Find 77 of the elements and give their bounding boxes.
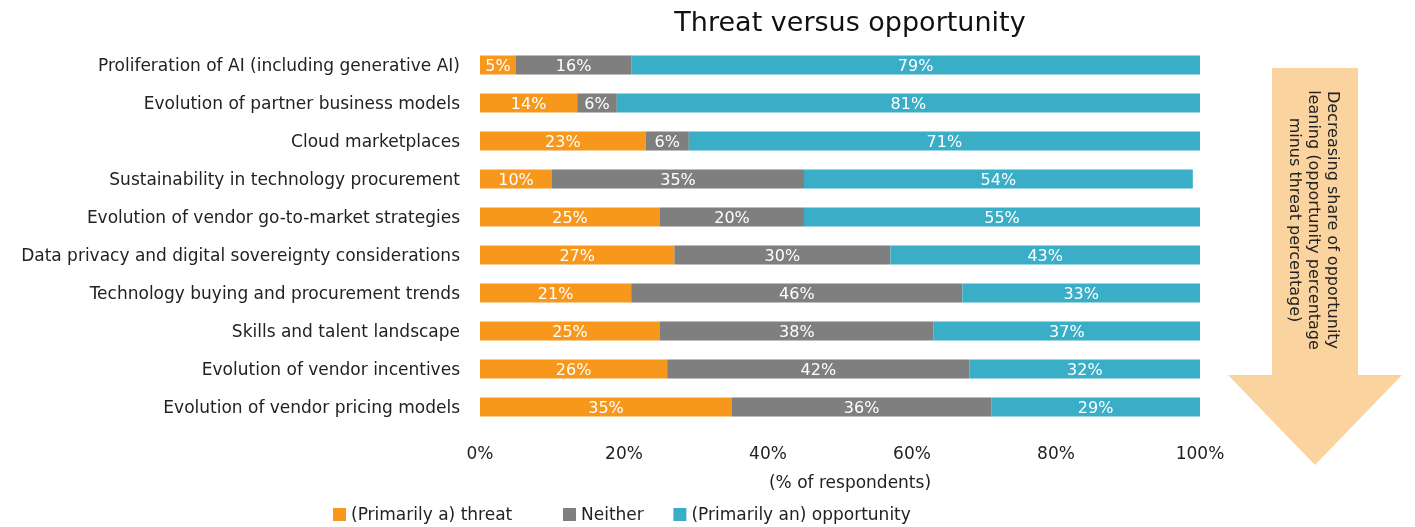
data-label: 71% [926, 131, 963, 151]
bar [890, 245, 1200, 265]
bar [616, 93, 1200, 113]
data-label: 33% [1063, 283, 1099, 303]
data-label: 81% [890, 93, 927, 113]
bar [480, 359, 668, 379]
bar [480, 283, 632, 303]
data-label: 10% [498, 169, 534, 189]
bar [962, 283, 1200, 303]
data-label: 14% [510, 93, 547, 113]
bar [804, 207, 1200, 227]
data-label: 27% [559, 245, 595, 265]
y-tick-label: Cloud marketplaces [291, 130, 461, 151]
data-label: 35% [660, 169, 696, 189]
bar [804, 169, 1193, 189]
data-label: 6% [584, 93, 610, 113]
bar [969, 359, 1200, 379]
bar [480, 245, 675, 265]
data-label: 46% [779, 283, 815, 303]
data-label: 36% [843, 397, 880, 417]
data-label: 43% [1027, 245, 1063, 265]
bar [991, 397, 1200, 417]
x-tick-label: 60% [893, 442, 931, 463]
data-label: 16% [555, 55, 592, 75]
legend-label: Neither [581, 503, 644, 524]
bar [480, 321, 660, 341]
data-label: 23% [545, 131, 581, 151]
bar [552, 169, 804, 189]
bar [480, 207, 660, 227]
data-label: 42% [800, 359, 837, 379]
y-tick-label: Skills and talent landscape [231, 320, 460, 341]
x-tick-label: 100% [1175, 442, 1225, 463]
data-label: 30% [764, 245, 801, 265]
data-label: 79% [897, 55, 934, 75]
x-tick-label: 40% [749, 442, 787, 463]
chart-title: Threat versus opportunity [673, 6, 1026, 38]
bar [674, 245, 891, 265]
data-label: 21% [537, 283, 574, 303]
data-label: 29% [1077, 397, 1114, 417]
x-tick-label: 80% [1037, 442, 1075, 463]
y-tick-label: Evolution of vendor pricing models [163, 396, 461, 417]
data-label: 37% [1049, 321, 1085, 341]
bar [732, 397, 992, 417]
data-label: 26% [555, 359, 592, 379]
data-label: 38% [779, 321, 815, 341]
data-label: 6% [654, 131, 680, 151]
data-label: 25% [552, 207, 588, 227]
data-label: 32% [1067, 359, 1103, 379]
bar [480, 397, 732, 417]
data-label: 5% [485, 55, 511, 75]
data-label: 55% [984, 207, 1020, 227]
x-tick-label: 20% [605, 442, 643, 463]
data-label: 20% [714, 207, 750, 227]
y-tick-label: Proliferation of AI (including generative AI) [97, 54, 460, 75]
x-tick-label: 0% [466, 442, 494, 463]
data-label: 25% [552, 321, 588, 341]
legend-label: (Primarily a) threat [351, 503, 513, 524]
y-tick-label: Data privacy and digital sovereignty considerations [21, 244, 461, 265]
data-label: 54% [980, 169, 1017, 189]
bar [667, 359, 970, 379]
bar [516, 55, 632, 75]
bar [631, 283, 963, 303]
y-tick-label: Sustainability in technology procurement [109, 168, 461, 189]
bar [660, 207, 804, 227]
bar [933, 321, 1200, 341]
y-tick-label: Evolution of partner business models [143, 92, 461, 113]
y-tick-label: Technology buying and procurement trends [88, 282, 461, 303]
text: Decreasing share of opportunity leaning (opportunity percentage minus threat percentage) [1286, 90, 1343, 350]
bar [480, 131, 646, 151]
legend-label: (Primarily an) opportunity [691, 503, 911, 524]
bar [688, 131, 1200, 151]
x-axis-title: (% of respondents) [768, 471, 932, 492]
y-tick-label: Evolution of vendor go-to-market strategies [86, 206, 461, 227]
bar [631, 55, 1200, 75]
bar [660, 321, 934, 341]
data-label: 35% [588, 397, 624, 417]
y-tick-label: Evolution of vendor incentives [201, 358, 461, 379]
